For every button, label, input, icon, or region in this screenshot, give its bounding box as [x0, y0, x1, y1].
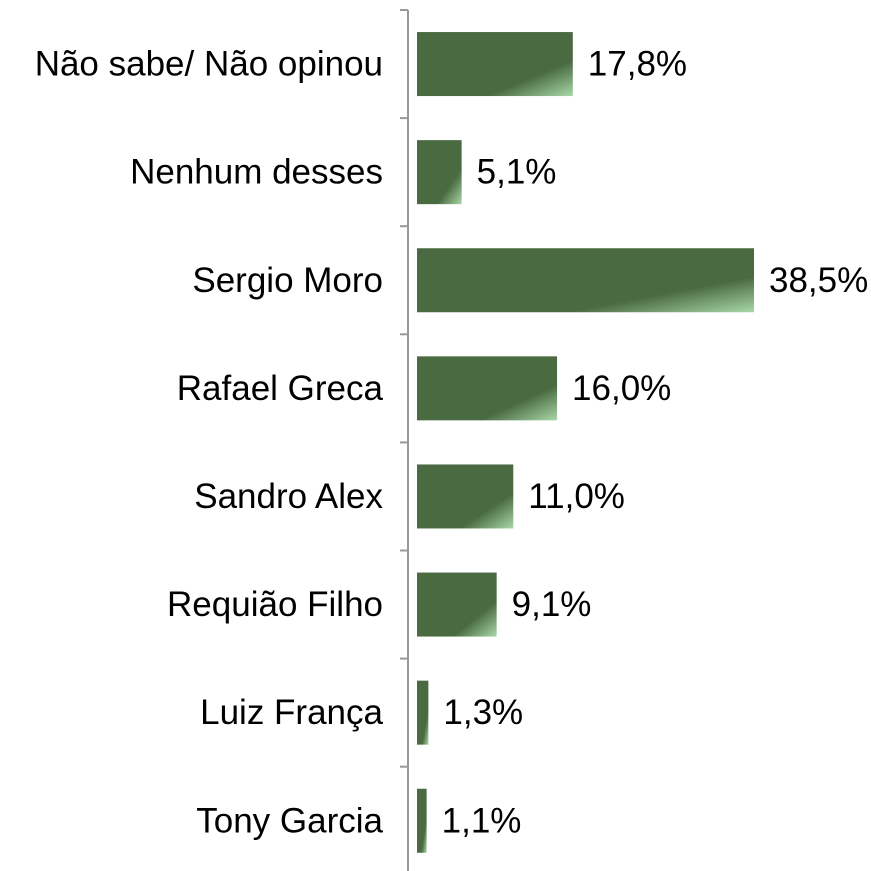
labels-layer: Não sabe/ Não opinou 17,8% Nenhum desses 5,…	[35, 45, 869, 841]
bar	[417, 140, 462, 205]
value-label: 1,3%	[443, 693, 523, 732]
axis-layer	[400, 9, 409, 871]
bars-layer	[417, 32, 754, 853]
value-label: 1,1%	[442, 801, 522, 840]
value-label: 5,1%	[477, 153, 557, 192]
bar	[417, 788, 427, 853]
category-label: Não sabe/ Não opinou	[35, 45, 383, 84]
bar	[417, 356, 558, 421]
bar	[417, 248, 754, 313]
value-label: 16,0%	[572, 369, 671, 408]
category-label: Rafael Greca	[177, 369, 384, 408]
value-label: 38,5%	[769, 261, 868, 300]
category-label: Nenhum desses	[130, 153, 383, 192]
bar	[417, 680, 429, 745]
category-label: Tony Garcia	[196, 801, 383, 840]
bar	[417, 464, 514, 529]
value-label: 9,1%	[512, 585, 592, 624]
category-label: Luiz França	[200, 693, 383, 732]
category-label: Sergio Moro	[192, 261, 383, 300]
value-label: 17,8%	[588, 45, 687, 84]
bar	[417, 572, 497, 637]
bar	[417, 32, 573, 97]
category-label: Sandro Alex	[194, 477, 383, 516]
value-label: 11,0%	[528, 477, 625, 516]
category-label: Requião Filho	[167, 585, 383, 624]
